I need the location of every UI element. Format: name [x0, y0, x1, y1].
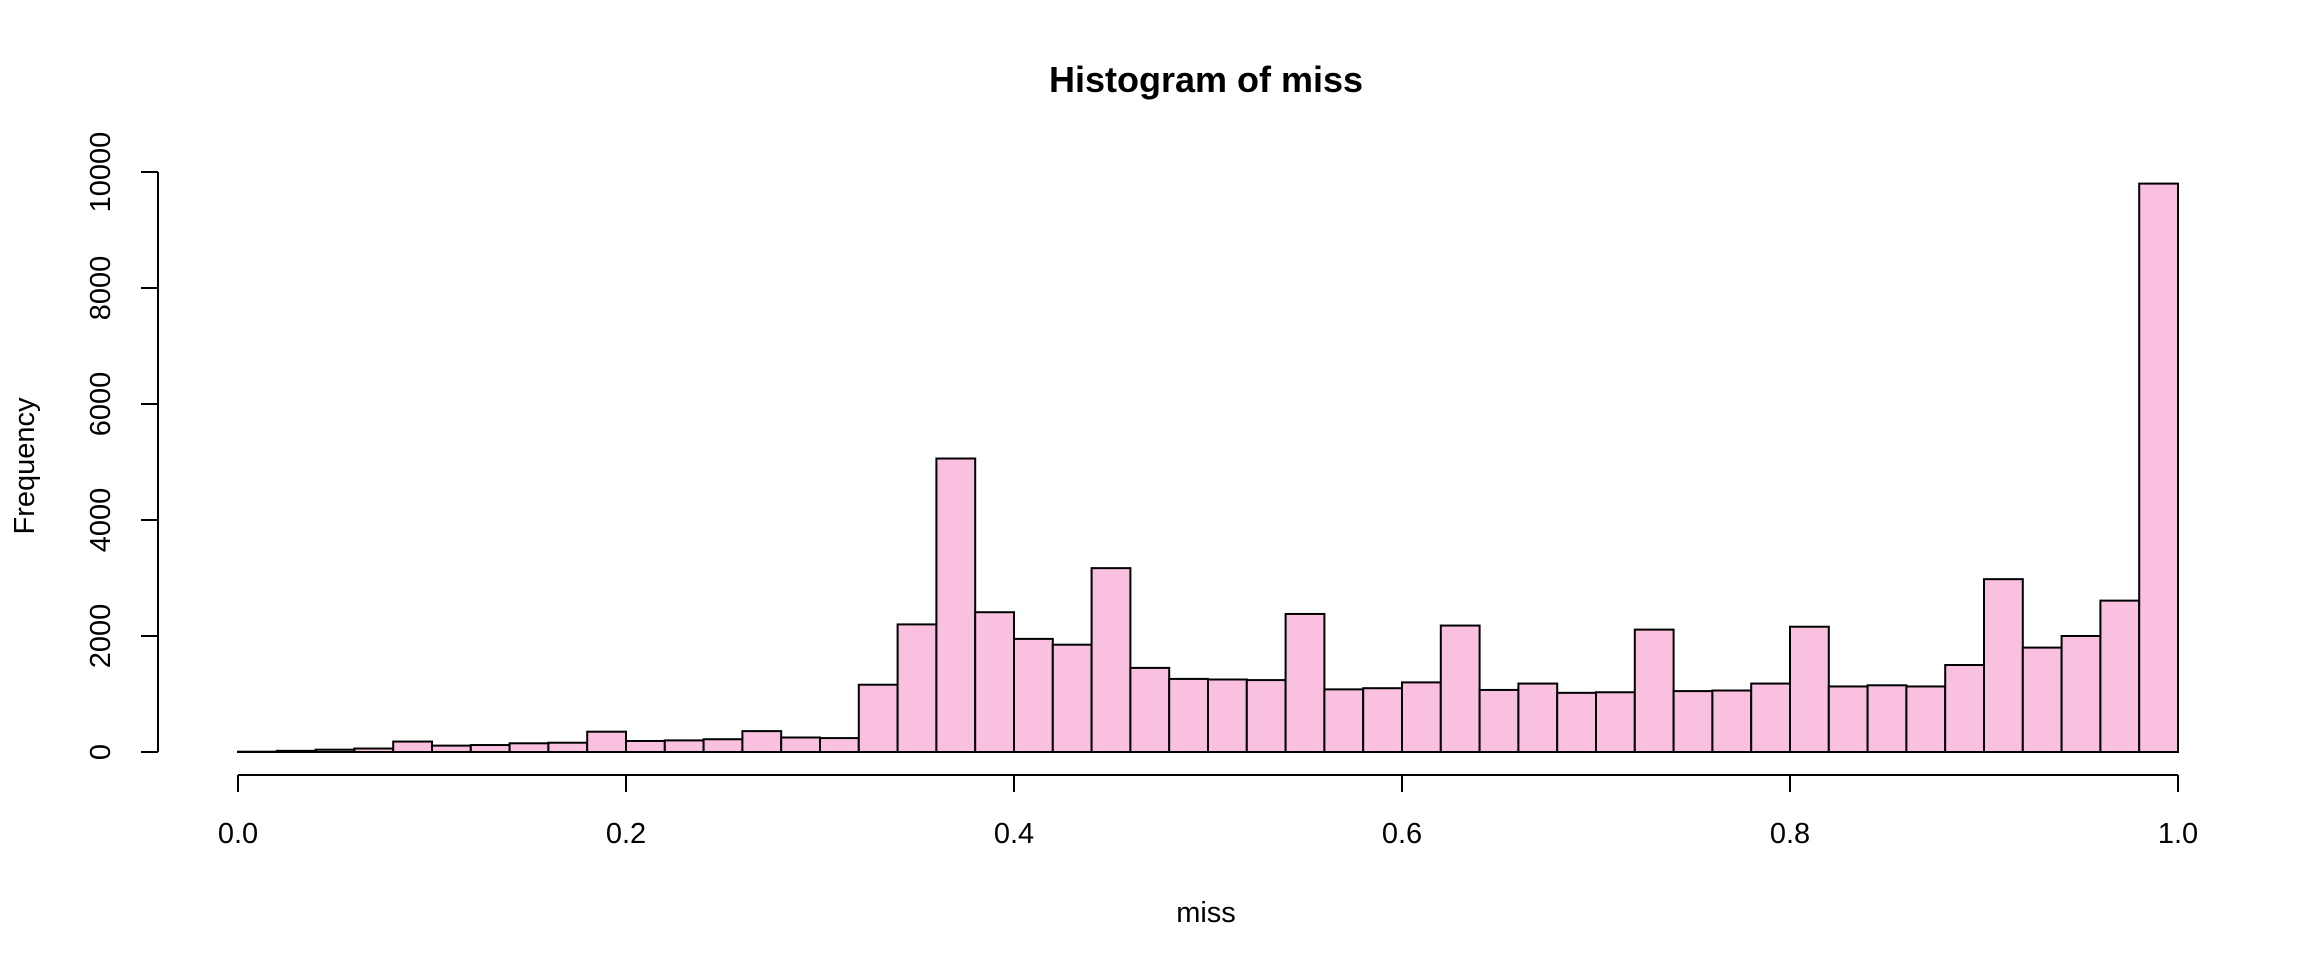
histogram-bar [2060, 635, 2102, 753]
histogram-bar [586, 730, 628, 754]
histogram-bar [702, 738, 744, 753]
histogram-bar [1439, 624, 1481, 753]
histogram-bar [1866, 684, 1908, 753]
x-axis: 0.0 0.2 0.4 0.6 0.8 1.0 [218, 774, 2198, 850]
histogram-bar [1944, 664, 1985, 753]
x-axis-label: miss [1176, 897, 1236, 929]
histogram-bar [392, 740, 434, 753]
histogram-bar [1362, 687, 1403, 754]
histogram-bar [1401, 681, 1442, 754]
y-tick-label: 8000 [85, 256, 117, 321]
histogram-bar [1789, 625, 1830, 753]
histogram-bar [1323, 688, 1365, 753]
x-tick-label: 0.6 [1382, 818, 1422, 850]
y-tick-label: 0 [85, 744, 117, 760]
histogram-bar [625, 739, 666, 753]
x-tick-label: 0.4 [994, 818, 1034, 850]
histogram-bar [1245, 679, 1287, 754]
y-axis-label: Frequency [9, 397, 41, 535]
y-tick-label: 10000 [85, 132, 117, 213]
histogram-bar [1633, 628, 1675, 753]
histogram-bar [1168, 677, 1209, 753]
histogram-bar [974, 611, 1016, 753]
histogram-bar [935, 457, 977, 753]
y-tick-label: 6000 [85, 372, 117, 437]
histogram-bar [1051, 643, 1093, 754]
histogram-bar [896, 623, 938, 754]
histogram-bar [780, 736, 822, 753]
histogram-bar [1207, 678, 1248, 753]
histogram-bar [353, 747, 395, 754]
histogram-bar [1672, 690, 1714, 753]
histogram-bar [1905, 685, 1947, 754]
x-tick-label: 0.0 [218, 818, 258, 850]
histogram-bar [741, 730, 783, 753]
histogram-bar [469, 744, 511, 753]
histogram-bar [275, 749, 317, 754]
histogram-bar [1284, 612, 1326, 754]
histogram-bar [819, 737, 860, 754]
histogram-bar [663, 739, 705, 754]
x-tick-label: 0.2 [606, 818, 646, 850]
y-tick-label: 2000 [85, 604, 117, 669]
histogram-bar [1556, 691, 1597, 754]
chart-title: Histogram of miss [1049, 59, 1363, 100]
histogram-bar [1711, 689, 1753, 754]
histogram-bars [237, 182, 2179, 754]
histogram-bar [314, 748, 356, 753]
histogram-bar [1478, 688, 1520, 754]
histogram-bar [1750, 682, 1791, 753]
histogram-bar [857, 683, 899, 753]
y-axis: 0 2000 4000 6000 8000 10000 [85, 132, 159, 760]
histogram-bar [1517, 682, 1559, 753]
histogram-bar [1013, 637, 1054, 754]
histogram-bar [547, 741, 589, 753]
x-tick-label: 0.8 [1770, 818, 1810, 850]
histogram-bar [431, 744, 472, 753]
histogram-bar [2138, 182, 2179, 754]
histogram-bar [1983, 578, 2024, 753]
x-tick-label: 1.0 [2158, 818, 2198, 850]
histogram-bar [1129, 666, 1171, 754]
histogram-bar [2099, 599, 2141, 753]
histogram-bar [2021, 646, 2063, 753]
histogram-bar [1090, 567, 1132, 754]
histogram-bar [1827, 685, 1869, 754]
histogram-bar [1595, 691, 1636, 754]
y-tick-label: 4000 [85, 488, 117, 553]
histogram-bar [508, 742, 550, 753]
